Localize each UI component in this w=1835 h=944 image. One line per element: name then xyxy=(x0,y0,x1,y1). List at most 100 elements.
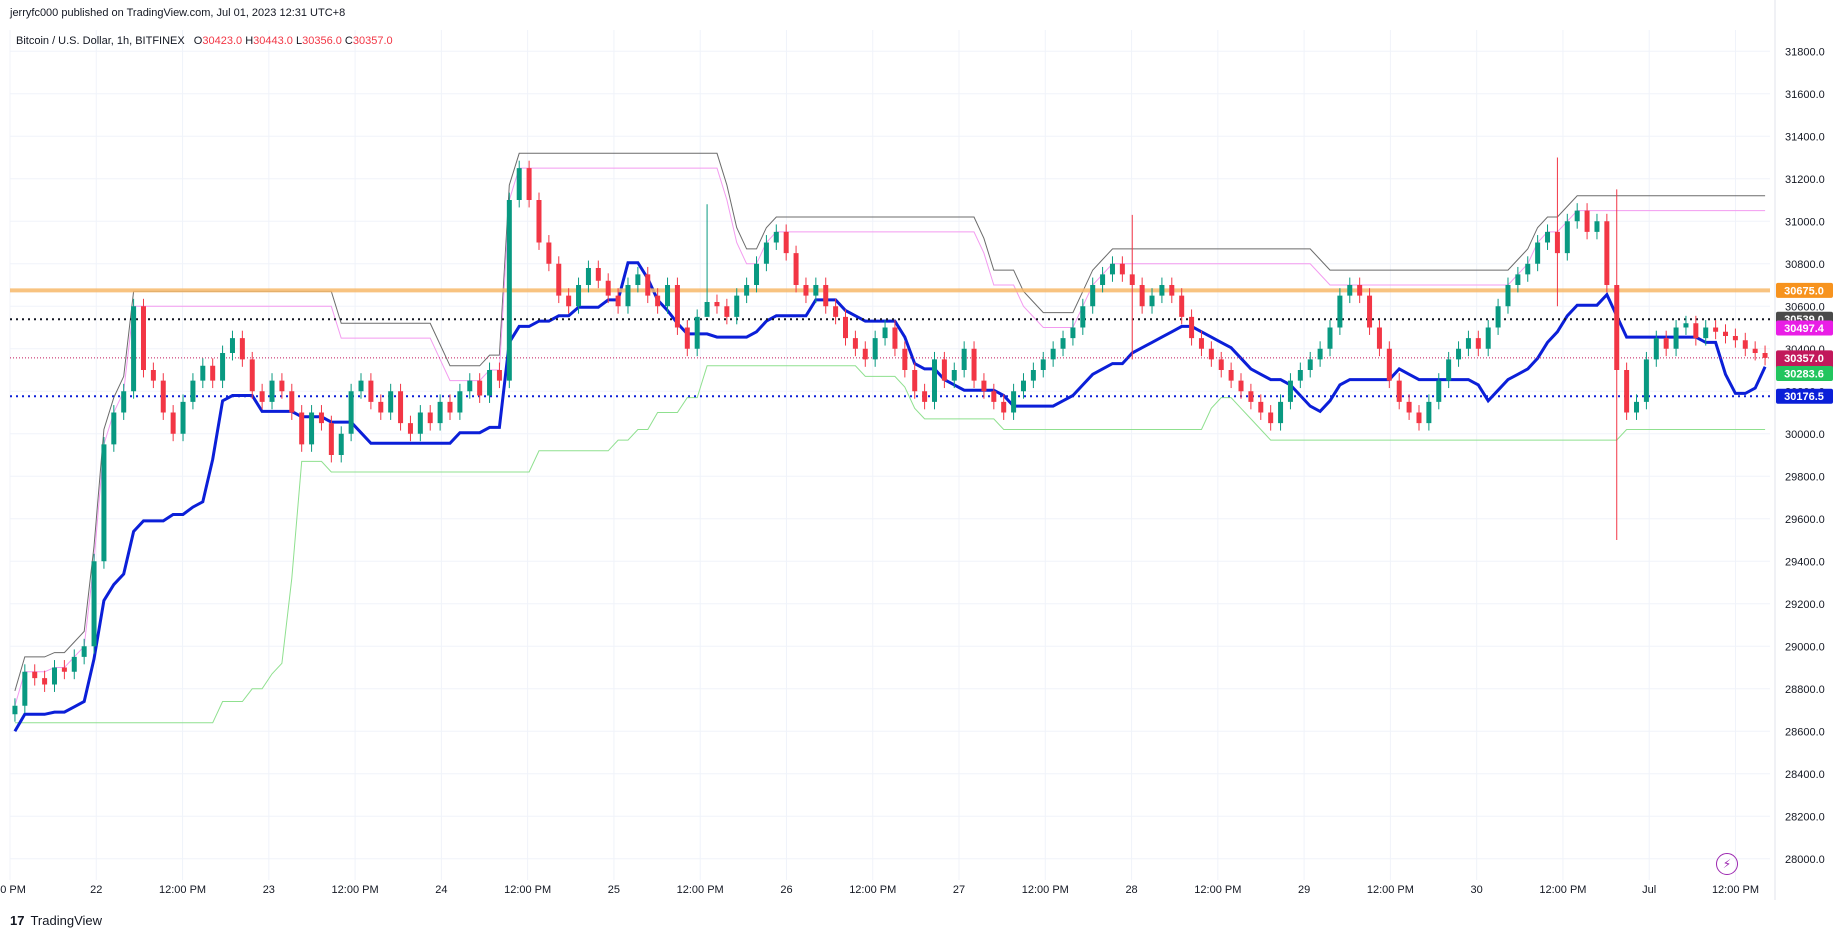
candle-body xyxy=(200,365,206,381)
candle-body xyxy=(931,359,937,402)
candle-body xyxy=(1080,306,1086,328)
candle-body xyxy=(407,423,413,434)
x-tick-label: 12:00 PM xyxy=(677,884,724,896)
candle-body xyxy=(892,327,898,349)
x-tick-label: 25 xyxy=(608,884,620,896)
candle-body xyxy=(1545,231,1551,243)
x-tick-label: 28 xyxy=(1125,884,1137,896)
candle-body xyxy=(1584,210,1590,232)
candle-body xyxy=(605,280,611,296)
candle-body xyxy=(1050,348,1056,360)
x-tick-label: 27 xyxy=(953,884,965,896)
candle-body xyxy=(180,401,186,434)
candle-body xyxy=(1386,348,1392,381)
brand-label: TradingView xyxy=(30,913,103,928)
candle-body xyxy=(1347,285,1353,296)
candle-body xyxy=(1456,348,1462,360)
candle-body xyxy=(625,285,631,307)
candle-body xyxy=(358,380,364,392)
candle-body xyxy=(61,667,67,672)
candle-body xyxy=(971,348,977,381)
candle-body xyxy=(1070,327,1076,339)
candle-body xyxy=(1268,412,1274,424)
candle-body xyxy=(744,285,750,296)
candle-body xyxy=(1742,340,1748,349)
y-tick-label: 29800.0 xyxy=(1785,471,1825,483)
x-tick-label: 22 xyxy=(90,884,102,896)
candle-body xyxy=(220,353,226,381)
candle-body xyxy=(595,268,601,281)
candle-body xyxy=(210,365,216,381)
candle-body xyxy=(1396,380,1402,402)
tv-logo-icon: 17 xyxy=(10,913,25,928)
candle-body xyxy=(91,561,97,647)
candle-body xyxy=(42,678,48,685)
candle-body xyxy=(961,348,967,370)
candle-body xyxy=(1139,285,1145,307)
candle-body xyxy=(724,306,730,317)
candle-body xyxy=(714,302,720,307)
candle-body xyxy=(1723,331,1729,336)
candle-body xyxy=(1624,370,1630,413)
candle-body xyxy=(872,338,878,360)
x-tick-label: 12:00 PM xyxy=(332,884,379,896)
candle-body xyxy=(1248,391,1254,402)
ohlc-legend: Bitcoin / U.S. Dollar, 1h, BITFINEX O304… xyxy=(16,35,393,47)
y-tick-label: 31600.0 xyxy=(1785,89,1825,101)
lightning-icon[interactable]: ⚡ xyxy=(1716,853,1738,875)
candle-body xyxy=(1653,338,1659,360)
candle-body xyxy=(803,285,809,296)
candle-body xyxy=(378,401,384,413)
candle-body xyxy=(1663,338,1669,349)
x-tick-label: 26 xyxy=(780,884,792,896)
candle-body xyxy=(912,370,918,392)
candle-body xyxy=(32,671,38,679)
candle-body xyxy=(1208,348,1214,360)
x-tick-label: 12:00 PM xyxy=(1367,884,1414,896)
price-tag-label: 30283.6 xyxy=(1784,368,1824,380)
candle-body xyxy=(1198,338,1204,349)
x-tick-label: 12:00 PM xyxy=(1022,884,1069,896)
candle-body xyxy=(1287,380,1293,402)
tradingview-logo[interactable]: 17 TradingView xyxy=(10,913,102,928)
candle-body xyxy=(1258,401,1264,413)
x-tick-label: 12:00 PM xyxy=(1194,884,1241,896)
close-value: 30357.0 xyxy=(352,35,393,47)
candle-body xyxy=(398,391,404,424)
y-tick-label: 28400.0 xyxy=(1785,769,1825,781)
candle-body xyxy=(71,656,77,672)
candle-body xyxy=(190,380,196,402)
candle-body xyxy=(684,327,690,349)
x-tick-label: 12:00 PM xyxy=(504,884,551,896)
candle-body xyxy=(694,316,700,349)
candle-body xyxy=(477,380,483,396)
y-tick-label: 28200.0 xyxy=(1785,811,1825,823)
candle-body xyxy=(427,412,433,424)
candle-body xyxy=(1485,327,1491,349)
candle-body xyxy=(576,285,582,307)
x-tick-label: 29 xyxy=(1298,884,1310,896)
candle-body xyxy=(328,423,334,455)
candle-body xyxy=(862,348,868,360)
baseline-blue xyxy=(13,261,1767,733)
candle-body xyxy=(536,200,542,243)
y-tick-label: 31200.0 xyxy=(1785,174,1825,186)
candle-body xyxy=(1129,274,1135,285)
candle-body xyxy=(1317,348,1323,360)
candle-body xyxy=(388,391,394,413)
candle-body xyxy=(22,671,28,706)
price-tag-bg xyxy=(1776,388,1833,404)
candle-body xyxy=(882,327,888,339)
candle-body xyxy=(902,348,908,370)
candle-body xyxy=(645,274,651,296)
candle-body xyxy=(1218,359,1224,370)
candle-body xyxy=(1703,327,1709,339)
candle-body xyxy=(417,412,423,434)
candle-body xyxy=(783,231,789,254)
candle-body xyxy=(981,380,987,392)
candle-body xyxy=(1752,348,1758,353)
open-value: 30423.0 xyxy=(202,35,243,47)
candle-body xyxy=(922,391,928,402)
